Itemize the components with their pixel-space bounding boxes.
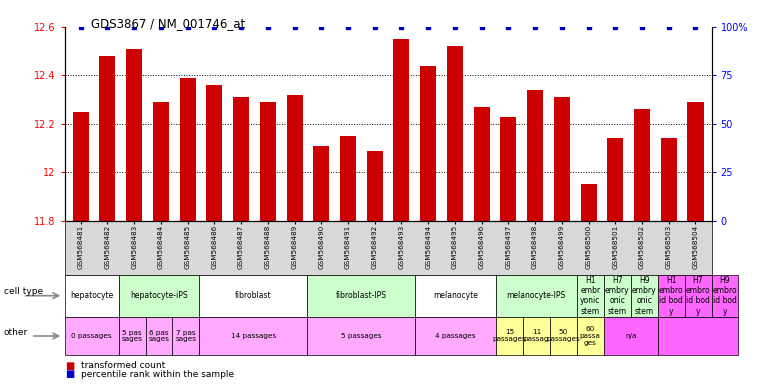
Text: 11
passag: 11 passag — [524, 329, 549, 343]
Bar — [554, 97, 570, 221]
Bar — [527, 90, 543, 221]
Bar — [180, 78, 196, 221]
Text: 6 pas
sages: 6 pas sages — [148, 329, 170, 343]
Text: H7
embry
onic
stem: H7 embry onic stem — [605, 276, 629, 316]
Bar — [340, 136, 356, 221]
Text: n/a: n/a — [625, 333, 636, 339]
Bar — [314, 146, 330, 221]
Text: hepatocyte-iPS: hepatocyte-iPS — [130, 291, 188, 300]
Bar — [126, 49, 142, 221]
Bar — [367, 151, 383, 221]
Text: melanocyte: melanocyte — [433, 291, 478, 300]
Text: 5 pas
sages: 5 pas sages — [122, 329, 142, 343]
Bar — [447, 46, 463, 221]
Bar — [607, 138, 623, 221]
Text: H9
embry
onic
stem: H9 embry onic stem — [632, 276, 657, 316]
Text: H1
embr
yonic
stem: H1 embr yonic stem — [580, 276, 600, 316]
Bar — [581, 184, 597, 221]
Text: H9
embro
id bod
y: H9 embro id bod y — [713, 276, 737, 316]
Text: 15
passages: 15 passages — [492, 329, 527, 343]
Bar — [153, 102, 169, 221]
Bar — [473, 107, 489, 221]
Bar — [260, 102, 275, 221]
Text: 14 passages: 14 passages — [231, 333, 276, 339]
Bar — [687, 102, 703, 221]
Bar — [661, 138, 677, 221]
Text: hepatocyte: hepatocyte — [70, 291, 113, 300]
Text: fibroblast: fibroblast — [235, 291, 272, 300]
Bar — [100, 56, 116, 221]
Text: H7
embro
id bod
y: H7 embro id bod y — [686, 276, 710, 316]
Bar — [393, 39, 409, 221]
Text: ■: ■ — [65, 369, 74, 379]
Text: H1
embro
id bod
y: H1 embro id bod y — [659, 276, 683, 316]
Text: ■: ■ — [65, 361, 74, 371]
Text: cell type: cell type — [4, 287, 43, 296]
Text: 50
passages: 50 passages — [546, 329, 580, 343]
Text: 0 passages: 0 passages — [72, 333, 112, 339]
Text: 60
passa
ges: 60 passa ges — [580, 326, 600, 346]
Text: 5 passages: 5 passages — [341, 333, 381, 339]
Bar — [233, 97, 249, 221]
Text: percentile rank within the sample: percentile rank within the sample — [81, 370, 234, 379]
Text: 4 passages: 4 passages — [435, 333, 476, 339]
Bar — [287, 95, 303, 221]
Bar — [420, 66, 436, 221]
Bar — [634, 109, 650, 221]
Text: melanocyte-IPS: melanocyte-IPS — [507, 291, 566, 300]
Text: GDS3867 / NM_001746_at: GDS3867 / NM_001746_at — [91, 17, 246, 30]
Text: 7 pas
sages: 7 pas sages — [176, 329, 196, 343]
Bar — [501, 117, 517, 221]
Bar — [206, 85, 222, 221]
Text: fibroblast-IPS: fibroblast-IPS — [336, 291, 387, 300]
Text: transformed count: transformed count — [81, 361, 166, 371]
Bar — [73, 112, 89, 221]
Text: other: other — [4, 328, 28, 337]
